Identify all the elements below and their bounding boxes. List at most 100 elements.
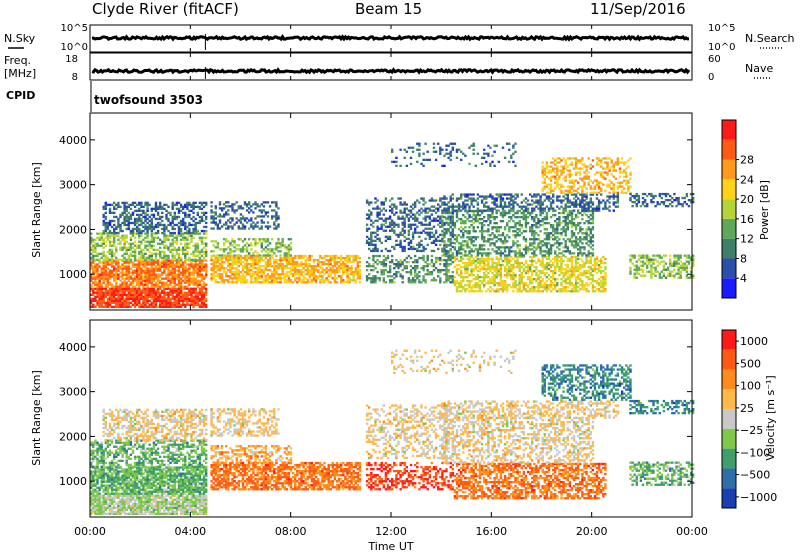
data-cell (470, 236, 472, 238)
data-cell (254, 238, 256, 240)
data-cell (336, 281, 338, 283)
data-cell (447, 244, 449, 246)
data-cell (192, 276, 194, 278)
data-cell (252, 238, 254, 240)
data-cell (464, 270, 466, 272)
data-cell (184, 276, 186, 278)
data-cell (562, 280, 564, 282)
data-cell (111, 298, 113, 300)
data-cell (195, 255, 197, 257)
data-cell (512, 242, 514, 244)
data-cell (514, 226, 516, 228)
data-cell (531, 210, 533, 212)
data-cell (149, 270, 151, 272)
data-cell (433, 210, 435, 212)
data-cell (416, 199, 418, 201)
data-cell (231, 203, 233, 205)
data-cell (336, 257, 338, 259)
data-cell (250, 273, 252, 275)
data-cell (188, 243, 190, 245)
data-cell (370, 250, 372, 252)
data-cell (159, 255, 161, 257)
data-cell (205, 202, 207, 204)
data-cell (393, 281, 395, 283)
data-cell (103, 270, 105, 272)
data-cell (121, 296, 123, 298)
data-cell (443, 246, 445, 248)
data-cell (577, 258, 579, 260)
data-cell (458, 252, 460, 254)
data-cell (167, 218, 169, 220)
data-cell (506, 268, 508, 270)
data-cell (305, 273, 307, 275)
data-cell (140, 222, 142, 224)
data-cell (119, 298, 121, 300)
data-cell (560, 266, 562, 268)
data-cell (153, 270, 155, 272)
data-cell (105, 274, 107, 276)
data-cell (169, 259, 171, 261)
data-cell (292, 257, 294, 259)
data-cell (109, 249, 111, 251)
data-cell (109, 220, 111, 222)
data-cell (155, 304, 157, 306)
data-cell (546, 290, 548, 292)
data-cell (151, 235, 153, 237)
data-cell (197, 294, 199, 296)
data-cell (575, 282, 577, 284)
data-cell (161, 208, 163, 210)
data-cell (113, 298, 115, 300)
data-cell (190, 259, 192, 261)
data-cell (201, 212, 203, 214)
data-cell (197, 247, 199, 249)
data-cell (391, 230, 393, 232)
data-cell (359, 273, 361, 275)
data-cell (552, 262, 554, 264)
data-cell (408, 232, 410, 234)
data-cell (575, 256, 577, 258)
data-cell (248, 254, 250, 256)
data-cell (504, 288, 506, 290)
data-cell (422, 246, 424, 248)
data-cell (332, 265, 334, 267)
data-cell (109, 284, 111, 286)
data-cell (210, 273, 212, 275)
data-cell (385, 197, 387, 199)
data-cell (585, 258, 587, 260)
data-cell (146, 218, 148, 220)
data-cell (533, 246, 535, 248)
data-cell (581, 288, 583, 290)
data-cell (376, 277, 378, 279)
data-cell (420, 267, 422, 269)
data-cell (271, 257, 273, 259)
data-cell (190, 300, 192, 302)
data-cell (201, 294, 203, 296)
data-cell (473, 268, 475, 270)
data-cell (205, 233, 207, 235)
data-cell (470, 250, 472, 252)
data-cell (292, 269, 294, 271)
data-cell (132, 298, 134, 300)
data-cell (248, 238, 250, 240)
data-cell (176, 300, 178, 302)
data-cell (111, 296, 113, 298)
data-cell (596, 258, 598, 260)
data-cell (240, 271, 242, 273)
data-cell (115, 294, 117, 296)
data-cell (404, 203, 406, 205)
data-cell (215, 221, 217, 223)
data-cell (496, 258, 498, 260)
data-cell (286, 275, 288, 277)
data-cell (379, 208, 381, 210)
data-cell (126, 278, 128, 280)
data-cell (429, 218, 431, 220)
data-cell (157, 243, 159, 245)
data-cell (374, 279, 376, 281)
data-cell (180, 294, 182, 296)
data-cell (294, 277, 296, 279)
data-cell (399, 273, 401, 275)
data-cell (267, 238, 269, 240)
data-cell (346, 255, 348, 257)
data-cell (519, 288, 521, 290)
data-cell (531, 232, 533, 234)
